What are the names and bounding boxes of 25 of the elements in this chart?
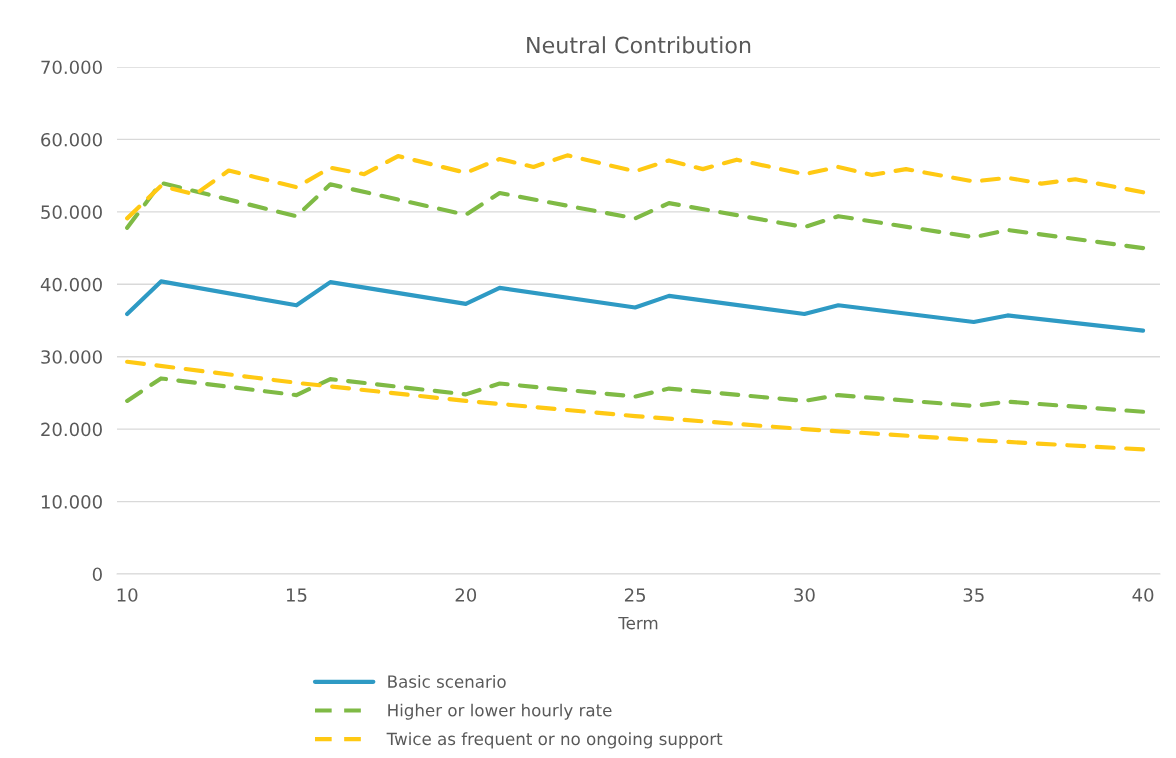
legend-label: Twice as frequent or no ongoing support (386, 732, 723, 749)
line-series (125, 376, 1146, 414)
y-tick-label: 10.000 (41, 495, 102, 509)
y-tick-label: 0 (92, 567, 102, 582)
x-tick-label: 25 (624, 588, 646, 602)
x-tick-label: 15 (286, 588, 307, 602)
chart-title: Neutral Contribution (527, 36, 751, 54)
line-series (125, 180, 1146, 251)
legend-label: Higher or lower hourly rate (388, 703, 612, 720)
line-series (125, 359, 1146, 452)
y-tick-label: 50.000 (41, 205, 102, 219)
x-tick-label: 30 (794, 588, 815, 602)
y-tick-label: 60.000 (41, 132, 102, 147)
x-tick-label: 35 (963, 588, 984, 602)
y-tick-label: 70.000 (41, 60, 102, 75)
y-tick-label: 40.000 (40, 277, 102, 292)
y-tick-label: 30.000 (41, 350, 102, 364)
x-axis-title: Term (618, 616, 658, 630)
line-series (125, 279, 1146, 333)
y-tick-label: 20.000 (41, 422, 102, 437)
x-tick-label: 40 (1132, 588, 1154, 602)
x-tick-label: 10 (117, 588, 138, 602)
legend-label: Basic scenario (388, 675, 506, 688)
x-tick-label: 20 (455, 588, 477, 602)
line-series (125, 153, 1146, 221)
